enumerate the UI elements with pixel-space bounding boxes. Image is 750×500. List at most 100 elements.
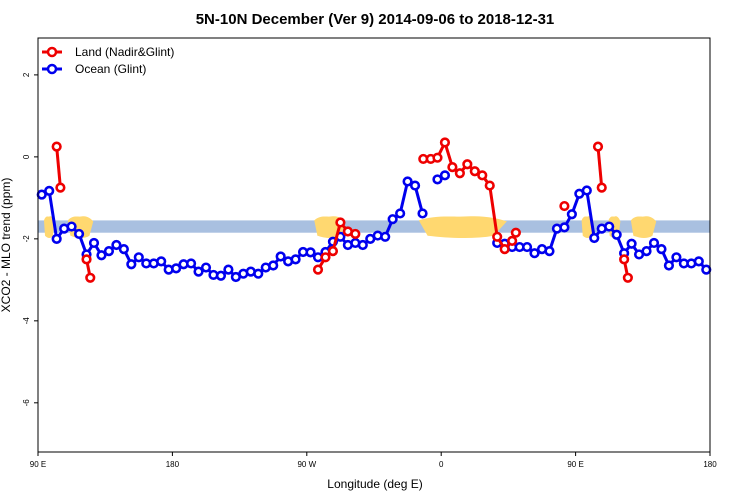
x-tick-label: 0 — [439, 460, 444, 469]
data-point — [88, 237, 100, 249]
data-point — [492, 231, 503, 242]
data-point — [596, 182, 607, 193]
data-point — [604, 221, 615, 232]
land-region — [630, 216, 657, 239]
data-point — [253, 268, 264, 279]
data-point — [51, 233, 62, 244]
data-point — [111, 239, 122, 251]
series-ocean-glint — [36, 170, 712, 283]
data-point — [648, 237, 660, 249]
x-tick-label: 90 W — [297, 460, 316, 469]
data-point — [268, 260, 279, 271]
data-point — [395, 208, 406, 219]
legend-ocean-label: Ocean (Glint) — [75, 62, 146, 76]
x-axis-label: Longitude (deg E) — [327, 477, 422, 491]
data-point — [477, 170, 488, 181]
legend-land-label: Land (Nadir&Glint) — [75, 45, 174, 59]
reference-band — [38, 220, 710, 233]
data-point — [387, 214, 398, 225]
data-point — [275, 251, 286, 262]
data-point — [402, 176, 413, 187]
data-point — [439, 170, 451, 181]
data-point — [103, 246, 115, 257]
data-point — [312, 264, 324, 275]
y-axis: 2 0 -2 -4 -6 — [22, 72, 38, 406]
data-point — [55, 182, 66, 193]
series-line — [55, 146, 62, 188]
x-axis: 90 E 180 90 W 0 90 E 180 — [30, 452, 717, 469]
data-point — [432, 174, 443, 185]
data-point — [215, 270, 227, 281]
y-tick-label: -6 — [22, 399, 31, 407]
data-point — [223, 264, 234, 275]
data-point — [626, 238, 637, 249]
data-point — [611, 229, 622, 240]
data-point — [81, 254, 92, 265]
land-region — [418, 216, 507, 239]
data-point — [73, 228, 85, 240]
data-point — [171, 263, 182, 274]
data-point — [350, 228, 361, 240]
series-land-nadir-glint — [51, 137, 633, 283]
data-point — [592, 141, 604, 152]
data-point — [320, 252, 331, 263]
data-point — [566, 209, 577, 220]
data-point — [499, 243, 510, 255]
data-point — [327, 246, 339, 257]
data-point — [432, 152, 443, 163]
data-point — [305, 247, 316, 258]
legend: Land (Nadir&Glint) Ocean (Glint) — [42, 45, 174, 76]
data-point — [156, 256, 167, 267]
data-point — [118, 243, 129, 255]
x-tick-label: 180 — [703, 460, 717, 469]
data-point — [133, 252, 144, 263]
data-point — [559, 200, 570, 212]
y-axis-label: XCO2 - MLO trend (ppm) — [0, 178, 13, 313]
x-tick-label: 180 — [166, 460, 180, 469]
data-point — [641, 246, 652, 257]
data-point — [85, 272, 96, 283]
data-point — [693, 256, 704, 267]
legend-land-marker — [46, 46, 58, 58]
data-point — [544, 246, 555, 257]
series-layer — [36, 137, 712, 283]
data-point — [439, 137, 451, 148]
land-region — [43, 216, 55, 239]
data-point — [663, 260, 675, 271]
data-point — [96, 250, 107, 261]
y-tick-label: -2 — [22, 235, 31, 243]
data-point — [671, 252, 682, 263]
data-point — [66, 221, 77, 232]
data-point — [469, 166, 480, 177]
plot-frame — [37, 37, 711, 453]
data-point — [51, 141, 62, 152]
data-point — [44, 185, 55, 196]
data-point — [622, 272, 633, 283]
data-point — [589, 232, 600, 244]
data-point — [510, 227, 521, 238]
data-point — [656, 243, 667, 255]
data-point — [290, 254, 301, 265]
data-point — [380, 231, 391, 242]
data-point — [529, 248, 540, 259]
data-point — [417, 208, 428, 219]
data-point — [462, 159, 473, 170]
x-tick-label: 90 E — [567, 460, 583, 469]
x-tick-label: 90 E — [30, 460, 46, 469]
data-point — [507, 235, 518, 247]
y-tick-label: -4 — [22, 317, 31, 325]
data-point — [126, 259, 137, 270]
series-line — [596, 146, 604, 188]
data-point — [185, 258, 197, 269]
data-point — [357, 239, 368, 251]
data-point — [200, 262, 212, 273]
data-point — [619, 254, 630, 265]
y-tick-label: 2 — [22, 72, 31, 77]
data-point — [335, 217, 346, 228]
legend-ocean-marker — [46, 63, 58, 75]
data-point — [559, 222, 570, 233]
data-point — [701, 264, 712, 275]
y-tick-label: 0 — [22, 154, 31, 159]
data-point — [193, 266, 204, 277]
